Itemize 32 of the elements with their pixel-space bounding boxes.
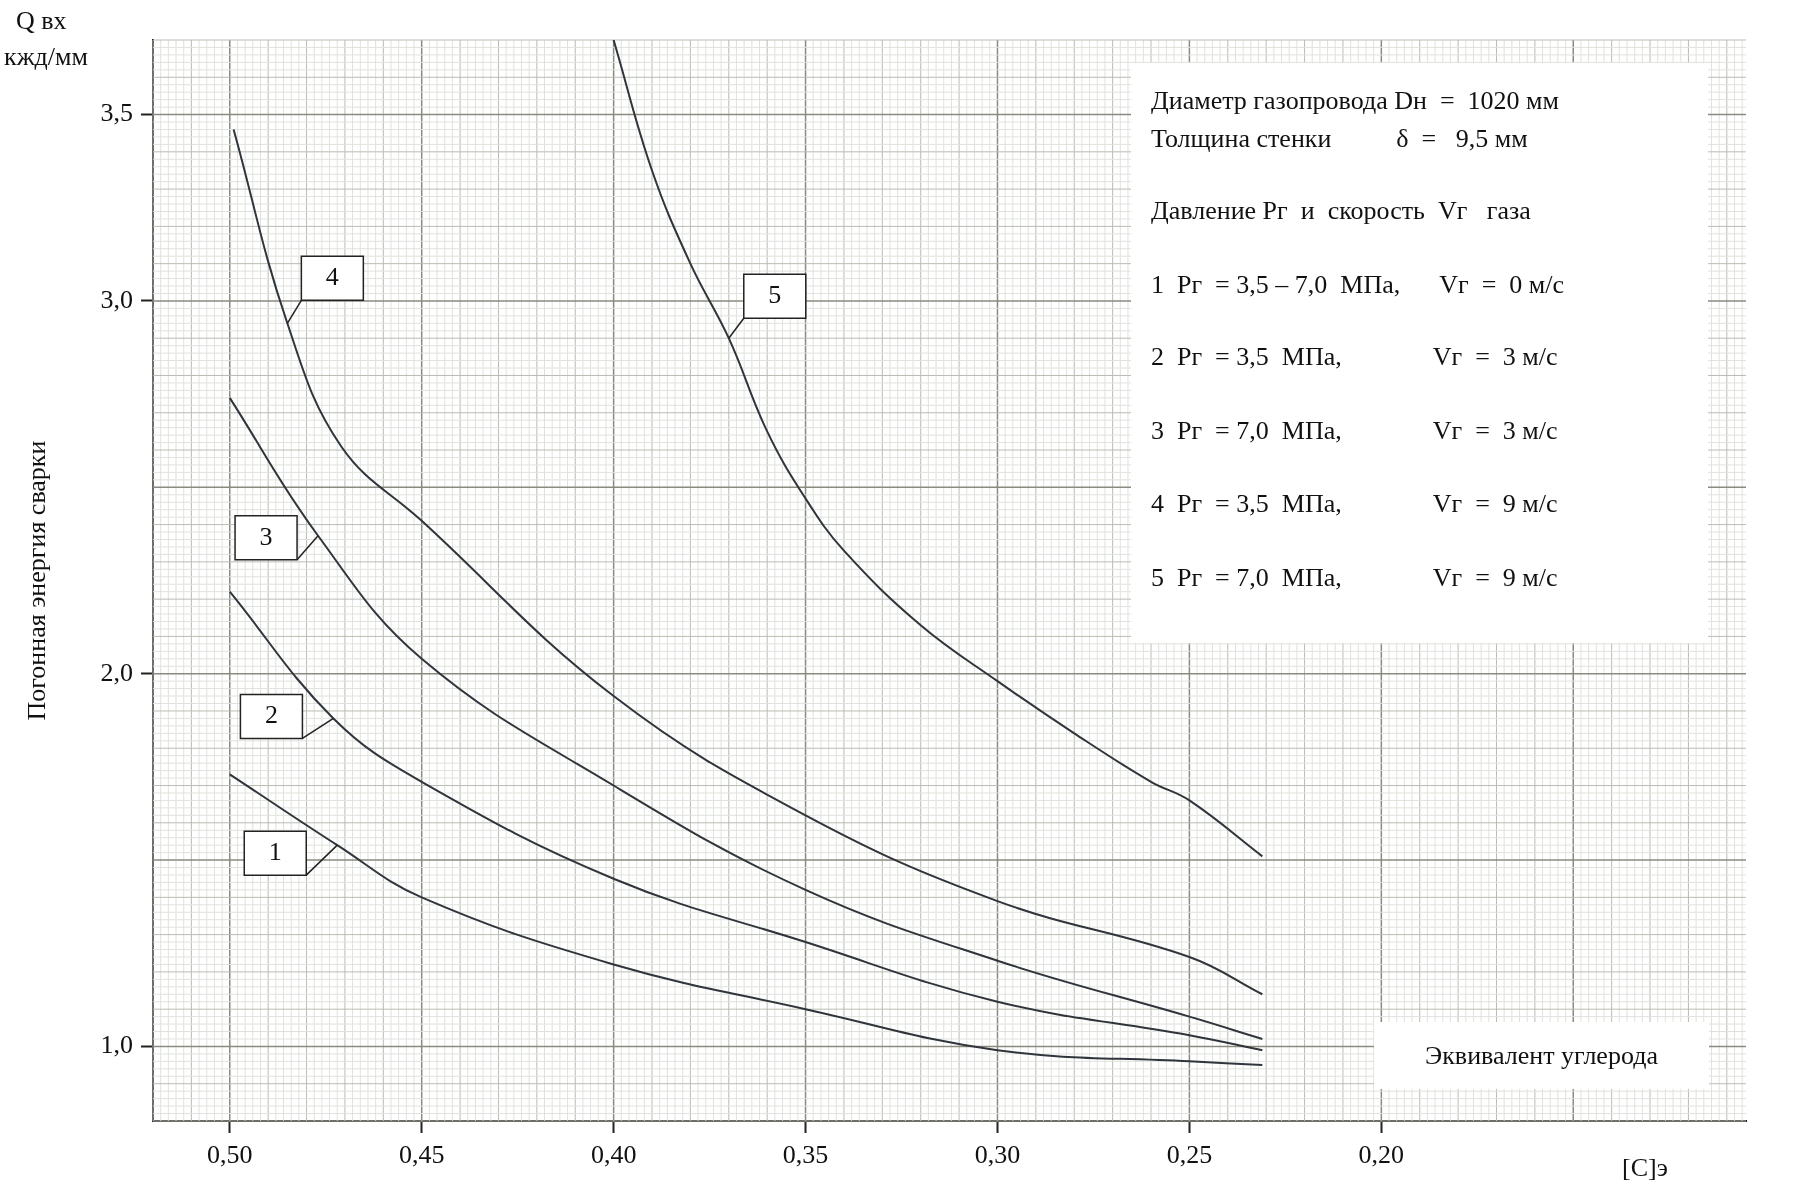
x-tick-label: 0,50 (207, 1140, 253, 1170)
annotation: Давление Рг и скорость Vг газа (1151, 196, 1531, 226)
x-tick-label: 0,30 (974, 1140, 1021, 1170)
y-tick-label: 2,0 (100, 657, 133, 687)
x-tick-label: 0,45 (398, 1140, 445, 1170)
x-tick-label: 0,25 (1166, 1140, 1213, 1170)
annotation: 5 Рг = 7,0 МПа, Vг = 9 м/с (1151, 563, 1558, 593)
line-series (228, 590, 1264, 1052)
x-tick-label: 0,40 (590, 1140, 637, 1170)
y-tick-label: 3,0 (100, 284, 133, 314)
x-axis-title: [C]э (1622, 1152, 1668, 1182)
annotation: Диаметр газопровода Dн = 1020 мм (1151, 86, 1559, 116)
x-tick-label: 0,20 (1358, 1140, 1405, 1170)
series-label: 2 (264, 700, 278, 730)
y-tick-label: 3,5 (100, 98, 133, 128)
annotation: 4 Рг = 3,5 МПа, Vг = 9 м/с (1151, 489, 1558, 519)
annotation: 3 Рг = 7,0 МПа, Vг = 3 м/с (1151, 416, 1558, 446)
x-tick-label: 0,35 (782, 1140, 829, 1170)
note-box: Эквивалент углерода (1374, 1022, 1709, 1089)
annotation: Толщина стенки δ = 9,5 мм (1151, 124, 1528, 154)
series-label: 1 (268, 836, 282, 866)
series-label: 5 (768, 280, 782, 310)
annotation: 2 Рг = 3,5 МПа, Vг = 3 м/с (1151, 342, 1558, 372)
annotation: 1 Рг = 3,5 – 7,0 МПа, Vг = 0 м/с (1151, 270, 1565, 300)
line-series (228, 773, 1264, 1067)
y-tick-label: 1,0 (100, 1030, 133, 1060)
y-axis-title: Погонная энергия сварки (21, 440, 51, 721)
annotation: Эквивалент углерода (1425, 1040, 1658, 1071)
series-label: 4 (325, 262, 339, 292)
series-label: 3 (259, 521, 273, 551)
text: кжд/мм (4, 41, 88, 71)
text: Q вх (16, 5, 67, 35)
